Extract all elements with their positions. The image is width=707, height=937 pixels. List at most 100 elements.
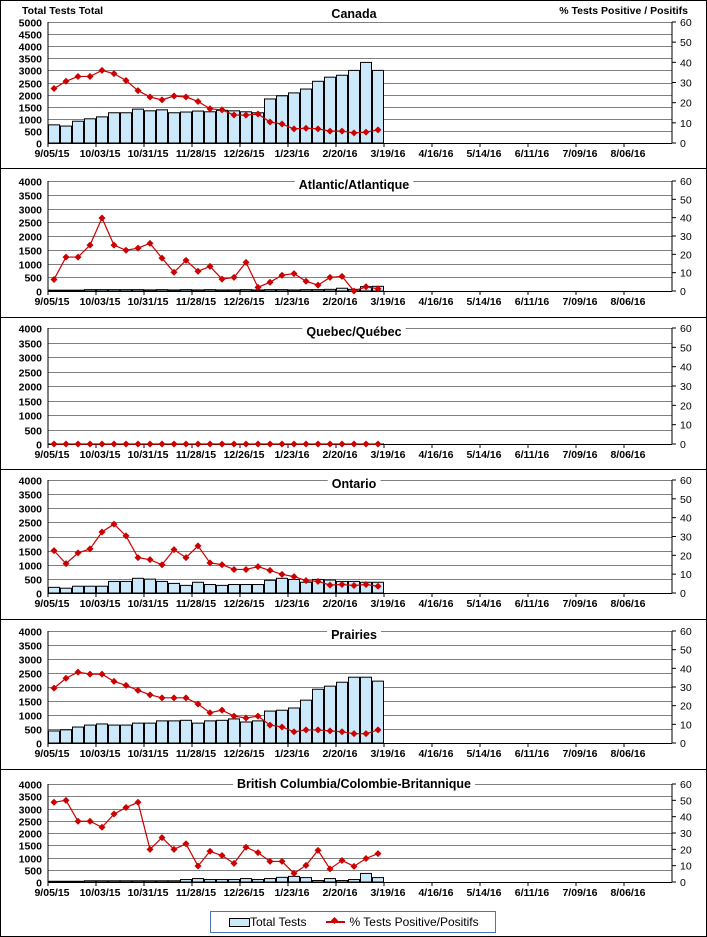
point-pct-positive	[338, 272, 346, 280]
point-pct-positive	[266, 278, 274, 286]
point-pct-positive	[278, 440, 286, 448]
bar-total-tests	[60, 289, 72, 292]
bar-total-tests	[288, 578, 300, 594]
point-pct-positive	[314, 577, 322, 585]
point-pct-positive	[290, 573, 298, 581]
bar-total-tests	[204, 879, 216, 883]
point-pct-positive	[74, 72, 82, 80]
point-pct-positive	[230, 565, 238, 573]
y2-tick-label: 20	[680, 701, 692, 713]
point-pct-positive	[350, 440, 358, 448]
bar-total-tests	[120, 880, 132, 883]
bar-total-tests	[192, 878, 204, 883]
bar-total-tests	[264, 289, 276, 292]
x-tick-label: 7/09/16	[562, 748, 597, 760]
point-pct-positive	[230, 440, 238, 448]
point-pct-positive	[74, 253, 82, 261]
point-pct-positive	[362, 440, 370, 448]
y-tick-label: 4000	[19, 177, 43, 189]
point-pct-positive	[350, 287, 358, 295]
point-pct-positive	[230, 859, 238, 867]
bar-total-tests	[120, 112, 132, 144]
point-pct-positive	[134, 440, 142, 448]
y2-tick-label: 40	[680, 663, 692, 675]
y-tick-label: 4000	[19, 780, 43, 792]
y2-tick-label: 30	[680, 231, 692, 243]
x-tick-label: 6/11/16	[515, 598, 550, 610]
point-pct-positive	[62, 796, 70, 804]
x-tick-label: 1/23/16	[274, 887, 309, 899]
bar-total-tests	[96, 116, 108, 144]
point-pct-positive	[194, 542, 202, 550]
point-pct-positive	[278, 120, 286, 128]
point-pct-positive	[254, 283, 262, 291]
bar-total-tests	[240, 878, 252, 883]
point-pct-positive	[302, 726, 310, 734]
x-tick-label: 5/14/16	[466, 148, 501, 160]
x-tick-label: 12/26/15	[224, 598, 265, 610]
y-tick-label: 1500	[19, 697, 43, 709]
x-tick-label: 11/28/15	[176, 598, 216, 610]
point-pct-positive	[50, 684, 58, 692]
point-pct-positive	[170, 546, 178, 554]
bar-total-tests	[168, 880, 180, 883]
y2-tick-label: 60	[680, 323, 692, 335]
bar-total-tests	[72, 585, 84, 594]
title-background	[294, 178, 414, 192]
point-pct-positive	[266, 721, 274, 729]
panel-title: Prairies	[331, 628, 377, 642]
bar-total-tests	[84, 880, 96, 883]
bar-total-tests	[312, 880, 324, 883]
x-tick-label: 3/19/16	[370, 449, 405, 461]
point-pct-positive	[50, 440, 58, 448]
bar-total-tests	[264, 878, 276, 883]
bar-total-tests	[132, 289, 144, 292]
bar-total-tests	[324, 288, 336, 292]
y2-tick-label: 20	[680, 98, 692, 110]
point-pct-positive	[326, 127, 334, 135]
point-pct-positive	[218, 852, 226, 860]
point-pct-positive	[314, 281, 322, 289]
point-pct-positive	[122, 532, 130, 540]
bar-total-tests	[216, 584, 228, 594]
point-pct-positive	[338, 581, 346, 589]
point-pct-positive	[122, 804, 130, 812]
point-pct-positive	[206, 559, 214, 567]
point-pct-positive	[350, 129, 358, 137]
point-pct-positive	[218, 440, 226, 448]
point-pct-positive	[242, 111, 250, 119]
x-tick-label: 11/28/15	[176, 296, 216, 308]
y2-tick-label: 50	[680, 795, 692, 807]
point-pct-positive	[230, 111, 238, 119]
x-tick-label: 8/06/16	[610, 748, 645, 760]
y2-tick-label: 0	[680, 738, 686, 750]
panel-title: Canada	[331, 7, 377, 21]
bar-total-tests	[60, 880, 72, 883]
line-pct-positive	[53, 523, 379, 587]
y2-tick-label: 20	[680, 400, 692, 412]
x-tick-label: 10/31/15	[128, 296, 169, 308]
y2-tick-label: 50	[680, 494, 692, 506]
point-pct-positive	[98, 440, 106, 448]
y2-tick-label: 30	[680, 828, 692, 840]
y-tick-label: 0	[36, 440, 42, 452]
panel-title: British Columbia/Colombie-Britannique	[237, 777, 471, 791]
point-pct-positive	[194, 862, 202, 870]
y-tick-label: 3500	[19, 54, 43, 66]
point-pct-positive	[362, 730, 370, 738]
title-background	[232, 777, 476, 791]
point-pct-positive	[374, 726, 382, 734]
point-pct-positive	[74, 817, 82, 825]
x-tick-label: 4/16/16	[418, 887, 453, 899]
x-tick-label: 7/09/16	[562, 449, 597, 461]
y2-tick-label: 60	[680, 176, 692, 188]
point-pct-positive	[326, 727, 334, 735]
point-pct-positive	[146, 93, 154, 101]
bar-total-tests	[96, 289, 108, 292]
point-pct-positive	[182, 440, 190, 448]
y2-tick-label: 10	[680, 719, 692, 731]
x-tick-label: 3/19/16	[370, 598, 405, 610]
x-tick-label: 7/09/16	[562, 148, 597, 160]
y2-tick-label: 60	[680, 475, 692, 487]
bar-total-tests	[132, 722, 144, 744]
